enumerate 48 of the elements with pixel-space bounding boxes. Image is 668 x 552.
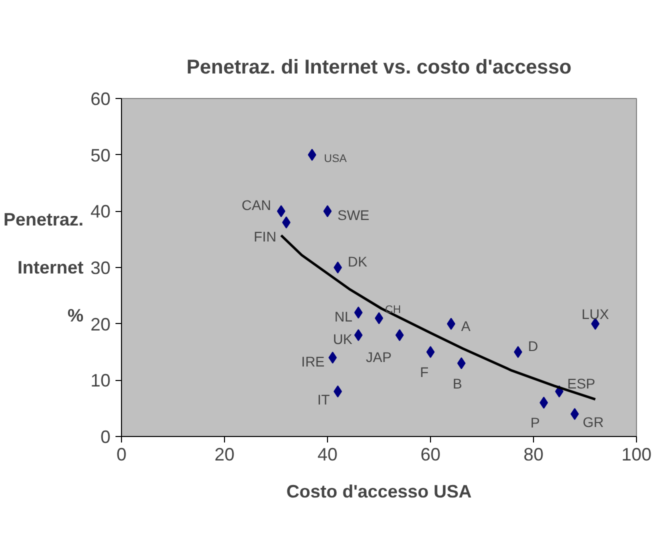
point xyxy=(457,357,466,370)
point xyxy=(276,205,286,218)
data-label: P xyxy=(530,414,540,431)
x-tick-label: 0 xyxy=(116,444,127,464)
y-tick-label: 40 xyxy=(90,202,111,222)
point xyxy=(308,148,316,161)
point xyxy=(354,306,363,319)
data-label: B xyxy=(452,375,462,392)
data-label: F xyxy=(420,364,429,380)
point xyxy=(446,318,456,330)
data-label: D xyxy=(528,338,538,354)
data-label: DK xyxy=(348,254,368,270)
data-label: CH xyxy=(385,304,401,316)
data-label: A xyxy=(461,318,472,334)
x-tick-label: 60 xyxy=(420,444,441,464)
y-tick-label: 0 xyxy=(100,427,111,447)
data-label: JAP xyxy=(366,349,392,366)
data-label: UK xyxy=(332,331,354,348)
point xyxy=(374,312,384,324)
data-label: IRE xyxy=(301,354,325,370)
data-label: IT xyxy=(317,391,330,408)
point xyxy=(354,329,363,342)
data-label: CAN xyxy=(242,197,272,214)
x-tick-label: 40 xyxy=(317,444,338,464)
x-tick-label: 80 xyxy=(523,444,544,464)
point xyxy=(426,346,435,358)
point xyxy=(328,352,337,364)
data-label: GR xyxy=(582,414,604,430)
text: Penetraz. Internet % xyxy=(3,210,84,326)
data-label: ESP xyxy=(567,375,596,392)
chart-title: Penetraz. di Internet vs. costo d'accesso xyxy=(186,56,572,78)
y-tick-label: 10 xyxy=(90,370,111,391)
data-label: FIN xyxy=(254,228,276,244)
point xyxy=(514,346,522,358)
y-tick-label: 50 xyxy=(90,145,111,166)
x-axis-title: Costo d'accesso USA xyxy=(286,482,472,502)
data-label: LUX xyxy=(582,306,610,322)
point xyxy=(334,262,342,274)
point xyxy=(323,205,332,218)
x-tick-label: 20 xyxy=(214,444,235,464)
data-label: SWE xyxy=(338,207,370,224)
data-label: USA xyxy=(324,152,348,165)
point xyxy=(395,329,404,342)
x-tick-label: 100 xyxy=(621,444,652,464)
y-tick-label: 60 xyxy=(90,89,111,109)
y-tick-label: 20 xyxy=(90,314,111,334)
data-label: NL xyxy=(334,308,353,325)
y-tick-label: 30 xyxy=(90,258,111,278)
